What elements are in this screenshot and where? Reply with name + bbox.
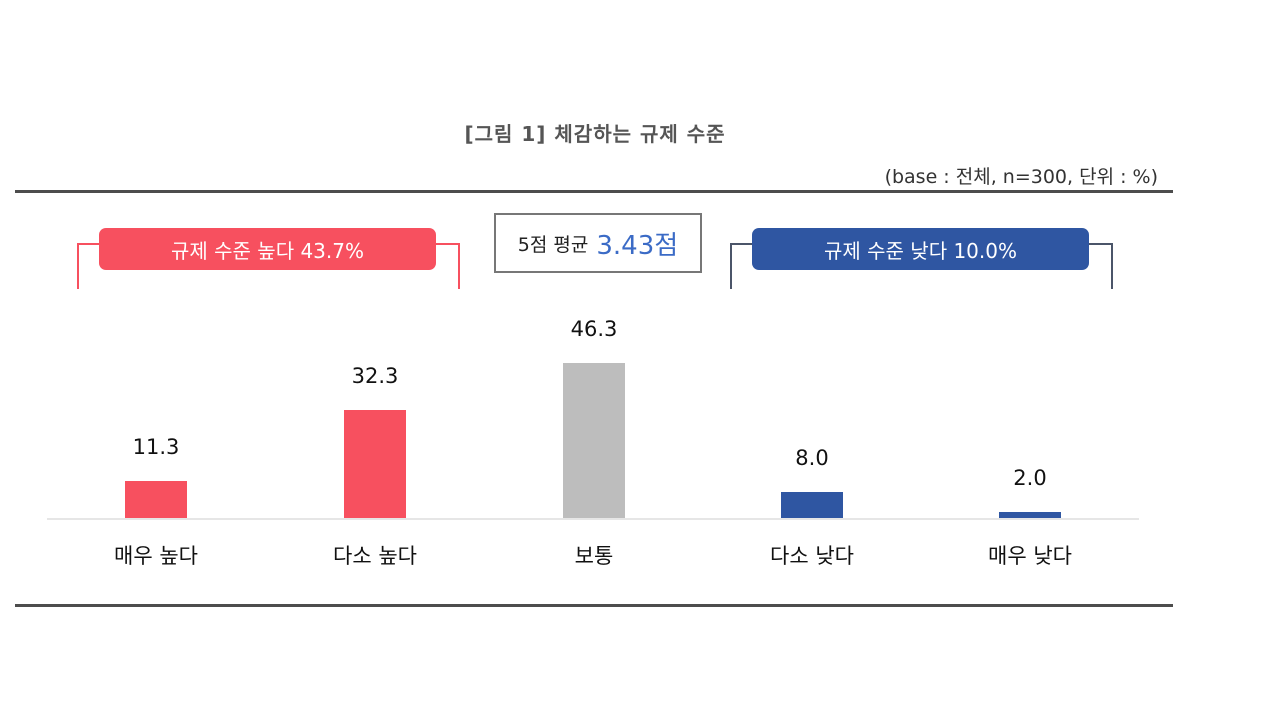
bar-value-label: 8.0: [795, 446, 829, 470]
bar-value-label: 32.3: [351, 364, 399, 388]
bar: [781, 492, 843, 519]
high-group-badge: 규제 수준 높다 43.7%: [99, 228, 436, 270]
bar: [563, 363, 625, 519]
bar-value-label: 11.3: [132, 435, 180, 459]
high-group-bracket-left: [77, 243, 101, 289]
low-group-bracket-left: [730, 243, 754, 289]
category-label: 보통: [574, 544, 614, 568]
bar: [999, 512, 1061, 519]
category-label: 다소 낮다: [770, 544, 854, 568]
x-axis-baseline: [47, 518, 1139, 520]
category-label: 매우 높다: [114, 544, 198, 568]
category-label: 다소 높다: [333, 544, 417, 568]
average-label: 5점 평균: [517, 233, 589, 256]
bottom-rule: [15, 604, 1173, 607]
bar-value-label: 2.0: [1013, 466, 1047, 490]
category-label: 매우 낮다: [988, 544, 1072, 568]
average-score-box: 5점 평균 3.43점: [494, 213, 702, 273]
low-group-badge: 규제 수준 낮다 10.0%: [752, 228, 1089, 270]
top-rule: [15, 190, 1173, 193]
chart-title: [그림 1] 체감하는 규제 수준: [464, 122, 726, 146]
high-group-bracket-right: [436, 243, 460, 289]
base-note: (base : 전체, n=300, 단위 : %): [884, 166, 1158, 188]
bar: [344, 410, 406, 519]
bar-value-label: 46.3: [570, 317, 618, 341]
bar: [125, 481, 187, 519]
average-value: 3.43점: [596, 230, 679, 261]
low-group-bracket-right: [1089, 243, 1113, 289]
